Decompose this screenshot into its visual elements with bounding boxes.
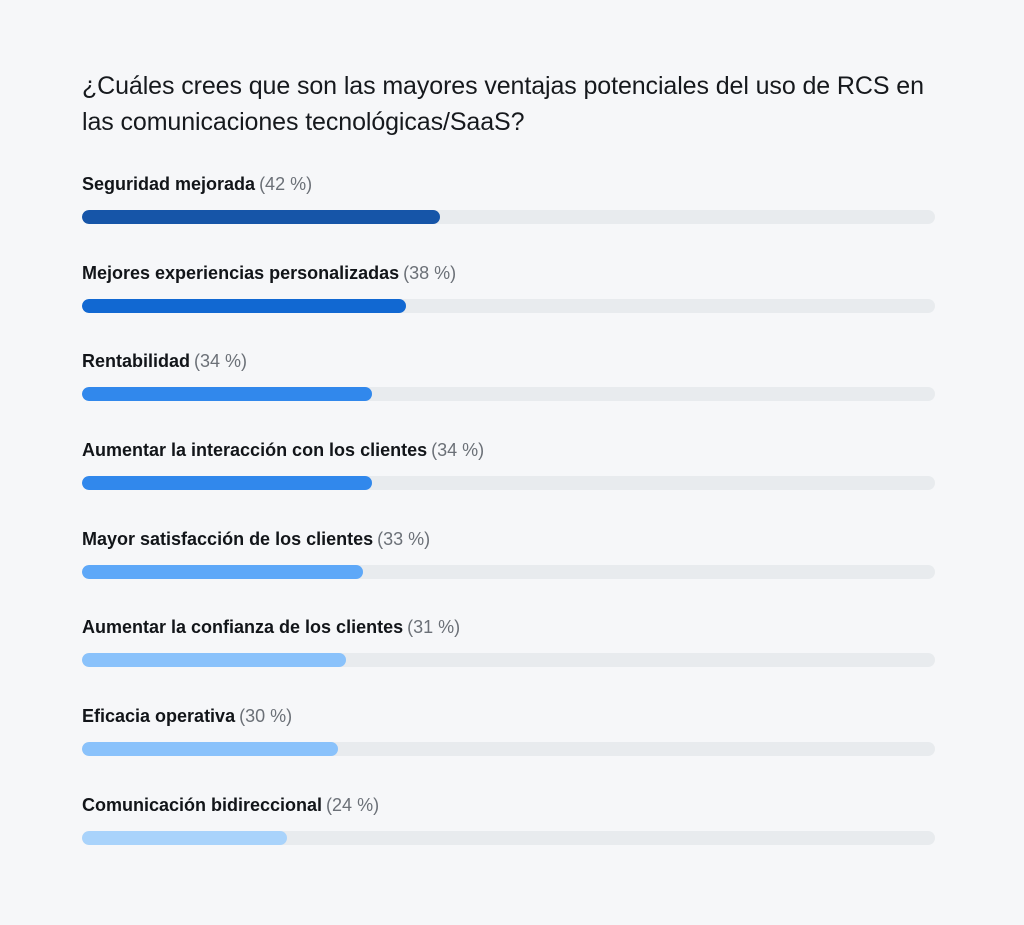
bar-percentage: (30 %) [239, 706, 293, 727]
bar-fill [82, 476, 373, 491]
bar-category: Aumentar la confianza de los clientes [82, 617, 404, 638]
bar-percentage: (33 %) [377, 528, 431, 549]
bar-percentage: (34 %) [431, 440, 485, 461]
bar-category: Rentabilidad [82, 351, 191, 372]
bar-label: Seguridad mejorada (42 %) [82, 172, 935, 196]
chart-title: ¿Cuáles crees que son las mayores ventaj… [82, 72, 924, 136]
bar-track [82, 298, 935, 313]
bar-fill [82, 742, 338, 757]
bar-row: Mayor satisfacción de los clientes (33 %) [82, 527, 935, 616]
bar-track [82, 830, 935, 845]
bar-label: Mayor satisfacción de los clientes (33 %) [82, 527, 935, 551]
bar-label: Mejores experiencias personalizadas (38 %… [82, 261, 935, 285]
bar-list: Seguridad mejorada (42 %) Mejores experie… [82, 172, 935, 882]
bar-chart: ¿Cuáles crees que son las mayores ventaj… [82, 68, 935, 882]
bar-track [82, 387, 935, 402]
bar-track [82, 653, 935, 668]
bar-category: Comunicación bidireccional [82, 794, 323, 815]
bar-track [82, 210, 935, 224]
bar-fill [82, 298, 407, 313]
bar-label: Eficacia operativa (30 %) [82, 704, 935, 728]
bar-row: Mejores experiencias personalizadas (38 %… [82, 261, 935, 350]
bar-fill [82, 210, 441, 224]
bar-row: Seguridad mejorada (42 %) [82, 172, 935, 261]
bar-row: Rentabilidad (34 %) [82, 349, 935, 438]
bar-category: Seguridad mejorada [82, 174, 256, 194]
bar-fill [82, 564, 364, 579]
bar-percentage: (31 %) [407, 617, 461, 638]
bar-row: Eficacia operativa (30 %) [82, 704, 935, 793]
bar-label: Aumentar la confianza de los clientes (31… [82, 615, 935, 639]
bar-category: Mejores experiencias personalizadas [82, 262, 400, 283]
bar-label: Comunicación bidireccional (24 %) [82, 793, 935, 817]
bar-category: Eficacia operativa [82, 706, 236, 727]
bar-category: Aumentar la interacción con los clientes [82, 440, 428, 461]
bar-percentage: (38 %) [403, 262, 457, 283]
bar-fill [82, 830, 287, 845]
bar-track [82, 564, 935, 579]
bar-percentage: (34 %) [194, 351, 248, 372]
bar-fill [82, 387, 373, 402]
bar-row: Aumentar la interacción con los clientes… [82, 438, 935, 527]
bar-fill [82, 653, 347, 668]
bar-row: Aumentar la confianza de los clientes (31… [82, 615, 935, 704]
bar-track [82, 476, 935, 491]
bar-percentage: (24 %) [326, 794, 380, 815]
bar-track [82, 742, 935, 757]
bar-row: Comunicación bidireccional (24 %) [82, 793, 935, 882]
bar-percentage: (42 %) [259, 174, 313, 194]
bar-label: Rentabilidad (34 %) [82, 349, 935, 373]
bar-label: Aumentar la interacción con los clientes… [82, 438, 935, 462]
bar-category: Mayor satisfacción de los clientes [82, 528, 374, 549]
